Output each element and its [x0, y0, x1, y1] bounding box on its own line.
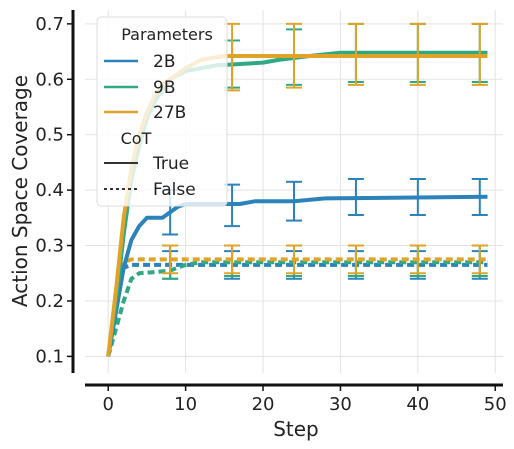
legend-label-27b: 27B — [153, 103, 186, 123]
error-bar-27b-cot-false — [162, 244, 179, 275]
error-bar-27b-cot-false — [224, 244, 241, 275]
error-bar-27b-cot-false — [471, 244, 488, 275]
legend-label-2b: 2B — [153, 52, 175, 72]
series-2b-cot-false — [106, 250, 488, 357]
error-bar-2b-cot-true — [347, 178, 364, 217]
error-bar-2b-cot-true — [471, 178, 488, 217]
x-tick-label: 40 — [406, 394, 429, 415]
error-bar-27b-cot-false — [347, 244, 364, 275]
error-bar-27b-cot-true — [286, 22, 302, 89]
legend-title-parameters: Parameters — [121, 25, 213, 44]
x-tick-label: 50 — [484, 394, 507, 415]
x-tick-label: 20 — [252, 394, 275, 415]
error-bar-2b-cot-true — [409, 178, 426, 217]
y-tick-label: 0.3 — [35, 236, 64, 257]
y-axis-label: Action Space Coverage — [8, 75, 32, 307]
y-tick-label: 0.7 — [35, 14, 64, 35]
error-bar-27b-cot-true — [409, 22, 426, 86]
ticks: 0 10 20 30 40 50 0.1 0.2 0.3 0.4 0.5 0.6 0.7 — [35, 14, 506, 415]
y-tick-label: 0.5 — [35, 125, 64, 146]
legend-label-false: False — [153, 180, 196, 200]
error-bar-27b-cot-false — [286, 244, 302, 275]
legend: Parameters 2B 9B 27B CoT True False — [96, 16, 228, 207]
x-tick-label: 30 — [329, 394, 352, 415]
legend-box — [96, 16, 228, 207]
legend-label-true: True — [152, 154, 189, 174]
y-tick-label: 0.1 — [35, 346, 64, 367]
series-line-9b-cot-false — [106, 260, 488, 357]
legend-label-9b: 9B — [153, 78, 175, 98]
x-axis-label: Step — [273, 417, 319, 441]
y-tick-label: 0.6 — [35, 69, 64, 90]
y-tick-label: 0.2 — [35, 291, 64, 312]
axes — [71, 10, 503, 387]
error-bar-27b-cot-true — [471, 22, 488, 86]
x-tick-label: 0 — [102, 394, 113, 415]
legend-title-cot: CoT — [121, 129, 152, 148]
error-bar-27b-cot-true — [347, 22, 364, 86]
x-tick-label: 10 — [174, 394, 197, 415]
error-bar-27b-cot-false — [409, 244, 426, 275]
error-bar-2b-cot-true — [286, 180, 302, 222]
y-tick-label: 0.4 — [35, 180, 64, 201]
